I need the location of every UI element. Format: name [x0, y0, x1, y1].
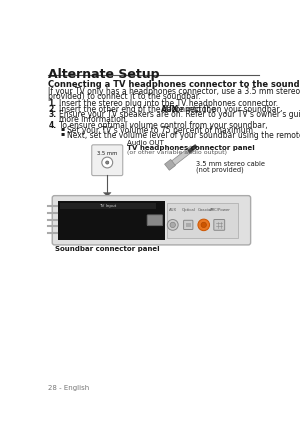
Text: To ensure optimal volume control from your soundbar,: To ensure optimal volume control from yo…: [59, 121, 268, 129]
Text: 28 - English: 28 - English: [48, 385, 90, 392]
Text: Next, set the volume level of your soundbar using the remote control.: Next, set the volume level of your sound…: [67, 131, 300, 140]
Text: 2.: 2.: [48, 105, 56, 114]
Polygon shape: [188, 145, 197, 153]
Circle shape: [106, 161, 109, 164]
Text: 3.5 mm stereo cable: 3.5 mm stereo cable: [196, 161, 266, 167]
Bar: [186, 223, 190, 227]
Text: 3.: 3.: [48, 110, 56, 119]
Text: If your TV only has a headphones connector, use a 3.5 mm stereo cable (not: If your TV only has a headphones connect…: [48, 88, 300, 96]
Polygon shape: [168, 146, 194, 168]
Text: Insert the other end of the cable into the: Insert the other end of the cable into t…: [59, 105, 218, 114]
FancyBboxPatch shape: [214, 220, 225, 230]
FancyBboxPatch shape: [92, 145, 123, 176]
Circle shape: [102, 157, 113, 168]
Text: Alternate Setup: Alternate Setup: [48, 68, 160, 81]
Polygon shape: [165, 159, 176, 170]
Text: ▪: ▪: [61, 126, 65, 131]
Text: Ensure your TV speakers are on. Refer to your TV’s owner’s guide for: Ensure your TV speakers are on. Refer to…: [59, 110, 300, 119]
Text: Audio OUT: Audio OUT: [128, 140, 164, 146]
Text: TV Input: TV Input: [99, 204, 116, 208]
Text: Set your TV’s volume to 75 percent of maximum.: Set your TV’s volume to 75 percent of ma…: [67, 126, 255, 135]
Text: AUX: AUX: [169, 208, 177, 212]
Text: more information.: more information.: [59, 115, 128, 124]
Text: TV headphones connector panel: TV headphones connector panel: [128, 145, 255, 151]
Text: Insert the stereo plug into the TV headphones connector.: Insert the stereo plug into the TV headp…: [59, 99, 278, 108]
Text: Soundbar connector panel: Soundbar connector panel: [55, 246, 159, 253]
FancyBboxPatch shape: [52, 196, 250, 245]
Text: (or other variable audio output): (or other variable audio output): [128, 150, 227, 155]
Text: AUX: AUX: [161, 105, 178, 114]
Text: provided) to connect it to the soundbar.: provided) to connect it to the soundbar.: [48, 92, 201, 102]
Text: Coaxial: Coaxial: [197, 208, 212, 212]
Text: Connecting a TV headphones connector to the soundbar: Connecting a TV headphones connector to …: [48, 80, 300, 89]
Bar: [58, 201, 165, 239]
Text: 1.: 1.: [48, 99, 56, 108]
Circle shape: [170, 222, 176, 227]
Bar: [60, 202, 156, 209]
Text: ARC/Power: ARC/Power: [210, 208, 231, 212]
Circle shape: [167, 220, 178, 230]
FancyBboxPatch shape: [147, 215, 163, 226]
Text: connector on your soundbar.: connector on your soundbar.: [169, 105, 281, 114]
FancyBboxPatch shape: [184, 220, 193, 230]
Text: 3.5 mm: 3.5 mm: [97, 151, 117, 156]
Text: 4.: 4.: [48, 121, 56, 129]
Circle shape: [198, 219, 210, 231]
Polygon shape: [103, 193, 111, 196]
Circle shape: [201, 222, 206, 227]
Text: Optical: Optical: [181, 208, 195, 212]
Text: (not provided): (not provided): [196, 166, 244, 173]
Bar: [167, 202, 238, 238]
Text: ▪: ▪: [61, 131, 65, 136]
